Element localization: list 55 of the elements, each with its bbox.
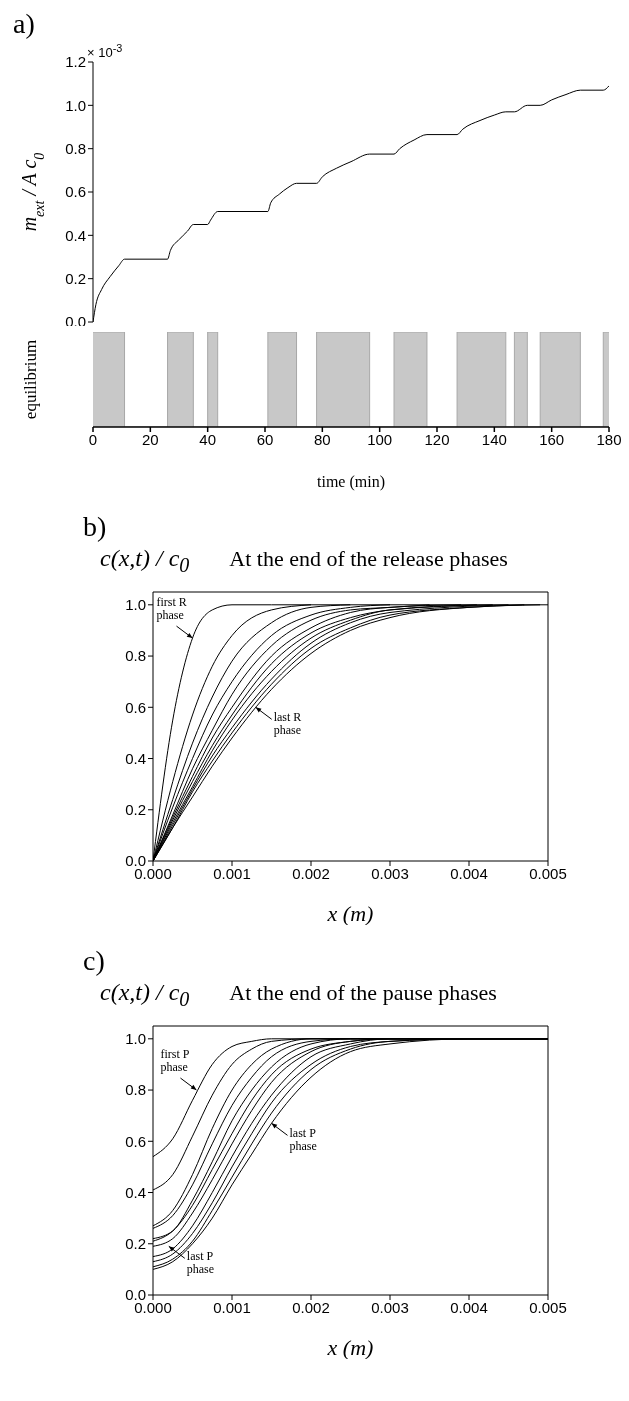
x-tick-label: 120: [424, 430, 450, 448]
y-tick-label: 0.6: [65, 183, 86, 201]
y-tick-label: 0.2: [125, 1235, 146, 1253]
y-tick-label: 1.0: [65, 96, 86, 114]
y-tick-label: 0.0: [125, 1286, 146, 1304]
y-tick-label: 1.0: [125, 1030, 146, 1048]
y-tick-label: 0.8: [125, 1081, 146, 1099]
text: × 10$^{-3}$: [87, 42, 124, 61]
x-tick-label: 100: [367, 430, 393, 448]
y-axis-title: c(x,t) / c$_{0}$: [100, 979, 190, 1011]
x-tick-label: 0.005: [529, 1298, 567, 1316]
annotation: first R phase: [156, 595, 187, 623]
x-tick-label: 140: [481, 430, 507, 448]
y-tick-label: 0.8: [125, 647, 146, 665]
x-tick-label: 0.005: [529, 864, 567, 882]
y-tick-label: 1.0: [125, 596, 146, 614]
annotation: last P phase: [289, 1126, 317, 1154]
x-axis-title: x (m): [326, 1335, 374, 1360]
x-tick-label: 0.004: [450, 864, 488, 882]
y-tick-label: 0.0: [125, 852, 146, 870]
y-tick-label: 0.4: [125, 1183, 146, 1201]
x-tick-label: 80: [313, 430, 331, 448]
annotation: last R phase: [273, 710, 302, 738]
y-tick-label: 0.4: [65, 226, 86, 244]
chart-subtitle: At the end of the pause phases: [229, 980, 497, 1006]
y-tick-label: 0.8: [65, 139, 86, 157]
y-axis-title: c(x,t) / c$_{0}$: [100, 545, 190, 577]
x-tick-label: 0.003: [371, 864, 409, 882]
x-tick-label: 0: [88, 430, 98, 448]
x-axis-title: time (min): [317, 473, 385, 491]
y-axis-title: equilibrium: [21, 339, 40, 420]
x-tick-label: 20: [141, 430, 159, 448]
x-tick-label: 160: [539, 430, 565, 448]
y-tick-label: 0.2: [125, 801, 146, 819]
x-tick-label: 0.002: [292, 864, 330, 882]
x-axis-title: x (m): [326, 901, 374, 926]
chart-title: b): [83, 511, 108, 544]
chart-title: c): [83, 945, 106, 978]
x-tick-label: 0.003: [371, 1298, 409, 1316]
x-tick-label: 0.001: [213, 864, 251, 882]
x-tick-label: 180: [596, 430, 622, 448]
y-tick-label: 0.4: [125, 749, 146, 767]
annotation: first P phase: [160, 1047, 190, 1075]
x-tick-label: 0.004: [450, 1298, 488, 1316]
x-tick-label: 60: [256, 430, 274, 448]
chart-subtitle: At the end of the release phases: [229, 546, 508, 572]
y-tick-label: 0.6: [125, 1132, 146, 1150]
chart-title: a): [13, 8, 36, 41]
x-tick-label: 0.002: [292, 1298, 330, 1316]
y-tick-label: 1.2: [65, 53, 86, 71]
annotation: last P phase: [186, 1249, 215, 1277]
y-tick-label: 0.2: [65, 269, 86, 287]
x-tick-label: 0.001: [213, 1298, 251, 1316]
y-tick-label: 0.6: [125, 698, 146, 716]
x-tick-label: 40: [199, 430, 217, 448]
